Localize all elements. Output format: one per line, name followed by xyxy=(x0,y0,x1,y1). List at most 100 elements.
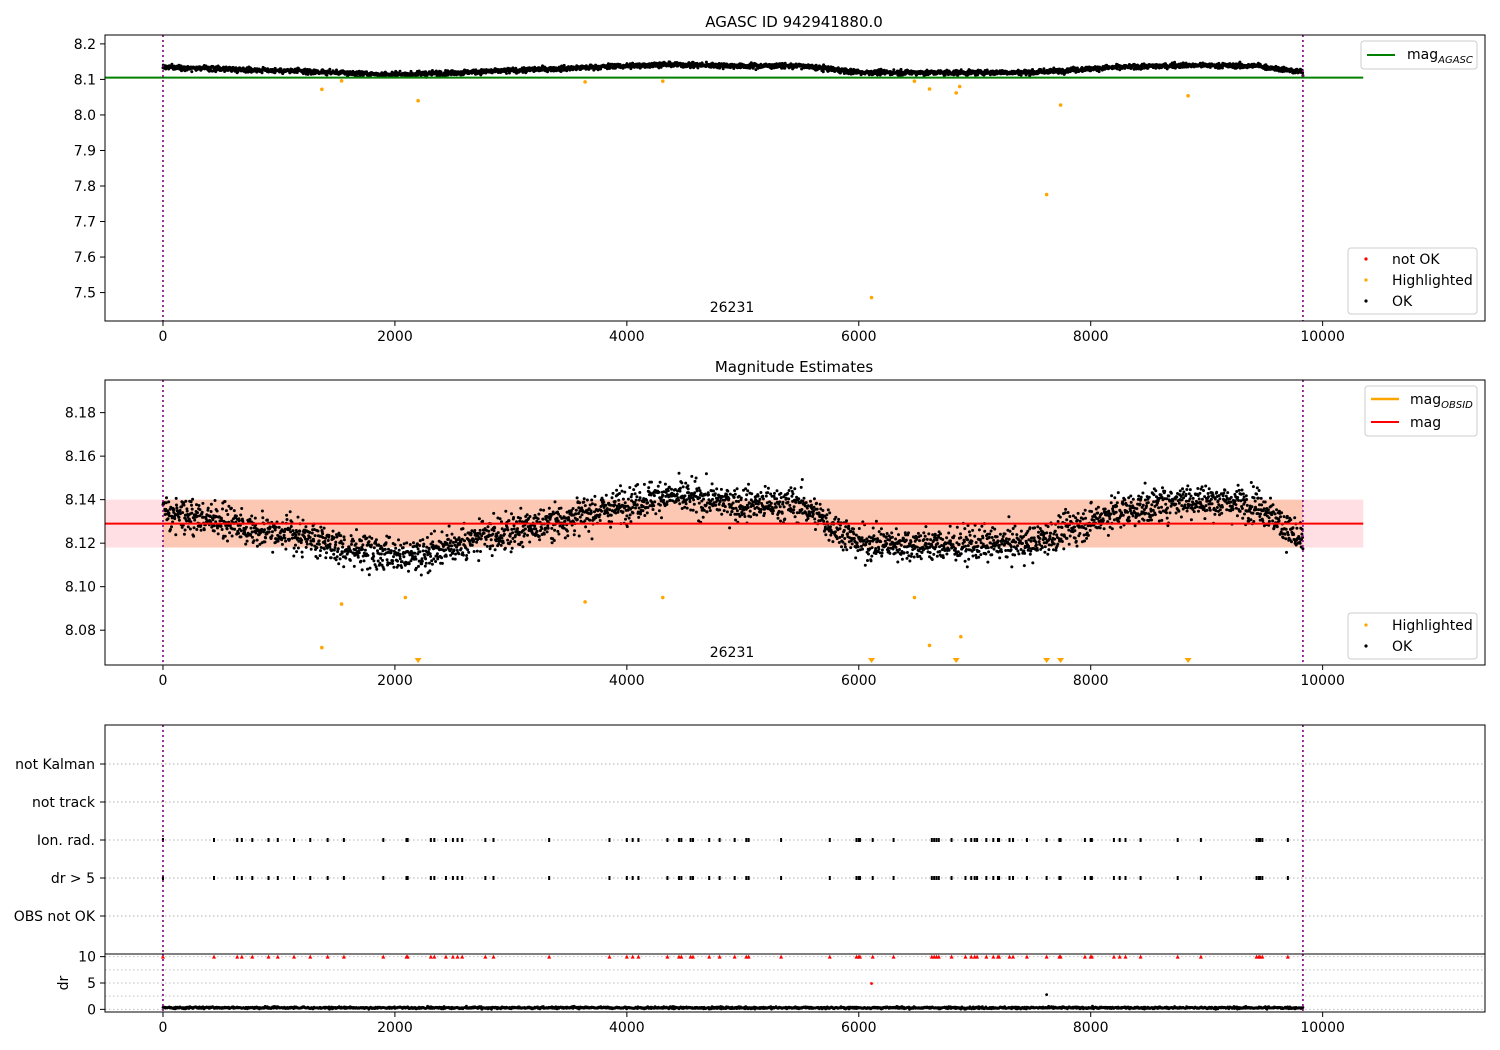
ok-point xyxy=(771,512,775,515)
ok-point xyxy=(701,515,705,519)
ok-point xyxy=(553,500,557,504)
ok-point xyxy=(167,500,171,504)
ok-point xyxy=(751,504,755,508)
ok-point xyxy=(435,552,439,556)
ok-point xyxy=(758,497,762,501)
highlighted-point xyxy=(1044,192,1049,197)
ok-point xyxy=(316,529,320,533)
ok-point xyxy=(521,545,525,549)
ok-point xyxy=(688,500,692,504)
ok-point xyxy=(322,547,326,551)
ok-point xyxy=(473,529,477,532)
ok-point xyxy=(505,71,508,75)
ok-point xyxy=(593,503,597,507)
ok-point xyxy=(662,498,666,502)
ok-point xyxy=(486,525,490,529)
ok-point xyxy=(821,70,825,74)
ok-point xyxy=(280,542,284,546)
ok-point xyxy=(685,506,689,510)
ok-point xyxy=(392,555,395,559)
ok-point xyxy=(260,509,264,513)
ok-point xyxy=(300,555,304,559)
ok-point xyxy=(312,539,316,543)
ok-point xyxy=(690,474,694,478)
ok-point xyxy=(255,538,259,542)
ok-point xyxy=(732,495,736,499)
agasc-title: AGASC ID 942941880.0 xyxy=(705,13,883,31)
highlighted-point xyxy=(416,98,420,103)
ok-point xyxy=(195,528,199,531)
ok-point xyxy=(523,527,527,531)
agasc-xtick-label: 10000 xyxy=(1300,329,1345,345)
ok-point xyxy=(206,506,210,510)
ok-point xyxy=(182,532,186,536)
ok-point xyxy=(445,533,449,537)
ok-point xyxy=(693,491,697,495)
ok-point xyxy=(200,510,204,514)
ok-point xyxy=(340,551,344,555)
ok-point xyxy=(593,494,597,498)
ok-point xyxy=(209,510,213,513)
ok-point xyxy=(370,536,374,540)
ok-point xyxy=(174,533,178,537)
ok-point xyxy=(502,532,506,536)
ok-point xyxy=(329,556,333,560)
ok-point xyxy=(434,560,438,563)
ok-point xyxy=(260,527,264,531)
ok-point xyxy=(344,556,348,560)
ok-point xyxy=(509,540,513,544)
ok-point xyxy=(324,556,328,560)
ok-point xyxy=(635,503,639,507)
ok-point xyxy=(687,491,691,495)
ok-point xyxy=(658,480,662,484)
ok-point xyxy=(588,518,592,522)
ok-point xyxy=(710,482,714,486)
ok-point xyxy=(383,547,387,551)
ok-point xyxy=(227,504,231,508)
ok-point xyxy=(334,540,338,544)
ok-point xyxy=(385,558,389,562)
ok-point xyxy=(634,498,638,502)
ok-point xyxy=(181,511,185,515)
ok-point xyxy=(327,533,331,537)
ok-point xyxy=(379,552,383,556)
ok-point xyxy=(692,498,696,502)
highlighted-point xyxy=(583,80,587,84)
ok-point xyxy=(388,535,392,539)
ok-point xyxy=(292,546,296,550)
ok-point xyxy=(628,513,632,517)
ok-point xyxy=(678,502,682,506)
ok-point xyxy=(255,544,259,548)
agasc-ytick-label: 7.8 xyxy=(74,179,96,195)
ok-point xyxy=(613,503,617,507)
ok-point xyxy=(613,500,617,503)
ok-point xyxy=(333,546,337,549)
ok-point xyxy=(402,555,406,559)
highlighted-point xyxy=(1186,93,1190,98)
ok-point xyxy=(449,539,453,543)
ok-point xyxy=(485,544,489,548)
ok-point xyxy=(261,516,265,520)
ok-point xyxy=(296,546,300,550)
ok-point xyxy=(239,513,243,517)
ok-point xyxy=(202,528,206,532)
ok-point xyxy=(670,487,673,491)
ok-point xyxy=(372,554,376,558)
ok-point xyxy=(201,501,205,505)
ok-point xyxy=(190,70,194,74)
ok-point xyxy=(587,529,591,533)
ok-point xyxy=(190,511,194,515)
ok-point xyxy=(292,554,296,558)
ok-point xyxy=(366,553,370,557)
ok-point xyxy=(263,540,267,544)
ok-point xyxy=(702,497,706,501)
agasc-ytick-label: 7.9 xyxy=(74,143,96,159)
ok-point xyxy=(421,549,425,553)
ok-point xyxy=(582,497,586,501)
highlighted-point xyxy=(869,295,874,300)
ok-point xyxy=(465,557,469,560)
ok-point xyxy=(491,544,495,548)
ok-point xyxy=(563,519,567,523)
agasc-xtick-label: 4000 xyxy=(609,329,645,345)
ok-point xyxy=(360,539,363,543)
